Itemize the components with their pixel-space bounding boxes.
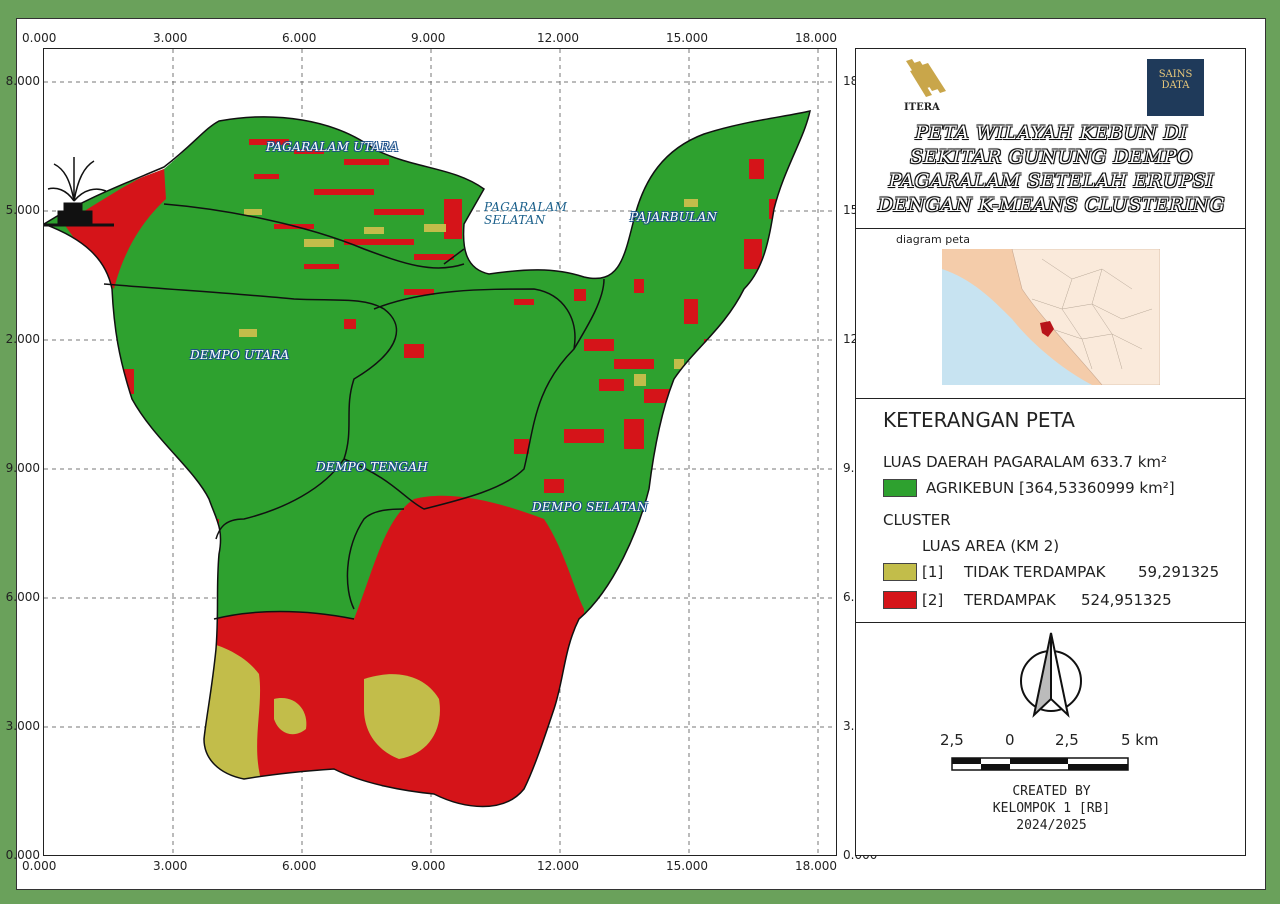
x-tick-bottom: 6.000 (282, 859, 317, 873)
legend-area-unit: LUAS AREA (KM 2) (922, 537, 1060, 555)
district-boundaries (44, 110, 811, 808)
x-tick-bottom: 0.000 (22, 859, 57, 873)
inset-section: diagram peta (856, 229, 1245, 399)
tidak-terdampak-patches-north (239, 199, 698, 386)
itera-logo-icon (906, 59, 946, 97)
title-line: SEKITAR GUNUNG DEMPO (910, 146, 1193, 168)
legend-swatch-terdampak (883, 591, 917, 609)
inset-map (942, 249, 1160, 385)
legend-class1-id: [1] (922, 563, 944, 581)
map-canvas (44, 49, 836, 855)
place-label-dempo-selatan: DEMPO SELATAN (532, 500, 648, 514)
legend-area-line: LUAS DAERAH PAGARALAM 633.7 km² (883, 453, 1168, 471)
x-tick-top: 3.000 (153, 31, 188, 45)
x-tick-top: 12.000 (537, 31, 579, 45)
credit-line: 2024/2025 (1016, 818, 1087, 833)
legend-swatch-agrikebun (883, 479, 917, 497)
x-tick-bottom: 12.000 (537, 859, 579, 873)
scale-label: 0 (1005, 731, 1015, 749)
place-label-pagaralam-utara: PAGARALAM UTARA (266, 140, 399, 154)
tidak-terdampak-patch (364, 674, 440, 759)
y-tick-left: 0.000 (5, 848, 40, 862)
credit-block: CREATED BY KELOMPOK 1 [RB] 2024/2025 (856, 783, 1247, 834)
y-tick-right: 12 (843, 332, 859, 346)
itera-logo-text: ITERA (904, 102, 940, 113)
y-tick-right: 6. (843, 590, 855, 604)
legend-section: KETERANGAN PETA LUAS DAERAH PAGARALAM 63… (856, 399, 1245, 623)
x-tick-bottom: 9.000 (411, 859, 446, 873)
legend-panel: ITERA SAINS DATA PETA WILAYAH KEBUN DI S… (855, 48, 1246, 856)
inset-label: diagram peta (896, 233, 971, 246)
place-label-dempo-utara: DEMPO UTARA (190, 348, 290, 362)
scale-label: 5 km (1121, 731, 1159, 749)
y-tick-right: 18 (843, 74, 859, 88)
legend-cluster: CLUSTER (883, 511, 951, 529)
scale-label: 2,5 (1055, 731, 1079, 749)
volcano-symbol (44, 157, 114, 227)
title-line: PETA WILAYAH KEBUN DI (915, 122, 1188, 144)
title-section: ITERA SAINS DATA PETA WILAYAH KEBUN DI S… (856, 49, 1245, 229)
y-tick-left: 9.000 (5, 461, 40, 475)
y-tick-left: 3.000 (5, 719, 40, 733)
y-tick-right: 9. (843, 461, 855, 475)
tidak-terdampak-patch (274, 698, 307, 735)
legend-class2-name: TERDAMPAK (964, 591, 1056, 609)
legend-swatch-tidak-terdampak (883, 563, 917, 581)
x-tick-top: 9.000 (411, 31, 446, 45)
x-tick-bottom: 18.000 (795, 859, 837, 873)
x-tick-bottom: 3.000 (153, 859, 188, 873)
legend-class2-value: 524,951325 (1081, 591, 1172, 609)
place-label-pajarbulan: PAJARBULAN (630, 210, 718, 224)
x-tick-top: 6.000 (282, 31, 317, 45)
legend-class1-value: 59,291325 (1138, 563, 1220, 581)
scale-bar (951, 757, 1129, 771)
x-tick-top: 18.000 (795, 31, 837, 45)
credit-line: CREATED BY (1012, 784, 1091, 799)
y-tick-left: 5.000 (5, 203, 40, 217)
y-tick-left: 6.000 (5, 590, 40, 604)
legend-heading: KETERANGAN PETA (883, 408, 1075, 432)
y-tick-right: 3. (843, 719, 855, 733)
y-tick-left: 8.000 (5, 74, 40, 88)
y-tick-right: 15 (843, 203, 859, 217)
y-tick-left: 2.000 (5, 332, 40, 346)
x-tick-top: 0.000 (22, 31, 57, 45)
title-line: PAGARALAM SETELAH ERUPSI (888, 170, 1215, 192)
north-arrow-icon (1020, 632, 1082, 718)
place-label-dempo-tengah: DEMPO TENGAH (316, 460, 428, 474)
map-frame[interactable]: PAGARALAM UTARA PAGARALAM SELATAN PAJARB… (43, 48, 837, 856)
x-tick-top: 15.000 (666, 31, 708, 45)
place-label-pagaralam-selatan: PAGARALAM SELATAN (484, 200, 568, 227)
scale-label: 2,5 (940, 731, 964, 749)
x-tick-bottom: 15.000 (666, 859, 708, 873)
legend-class2-id: [2] (922, 591, 944, 609)
credit-line: KELOMPOK 1 [RB] (992, 801, 1111, 816)
title-line: DENGAN K-MEANS CLUSTERING (877, 194, 1226, 216)
legend-class1-name: TIDAK TERDAMPAK (964, 563, 1106, 581)
inset-highlight-region (1040, 321, 1054, 337)
sains-data-logo: SAINS DATA (1147, 59, 1204, 116)
legend-agrikebun: AGRIKEBUN [364,53360999 km²] (926, 479, 1175, 497)
map-title: PETA WILAYAH KEBUN DI SEKITAR GUNUNG DEM… (856, 121, 1247, 217)
